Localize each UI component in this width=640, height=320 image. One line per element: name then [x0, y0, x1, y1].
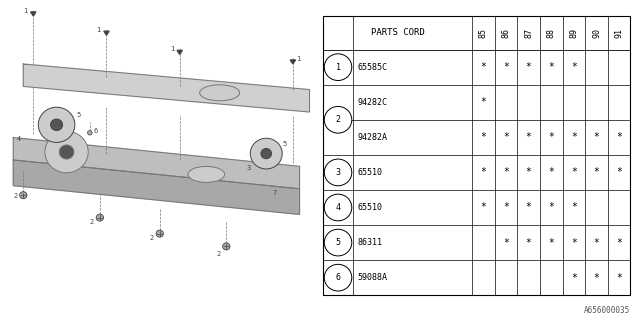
- Text: 2: 2: [150, 235, 154, 241]
- Circle shape: [324, 229, 352, 256]
- Text: 85: 85: [479, 28, 488, 37]
- Text: 1: 1: [170, 46, 174, 52]
- Text: *: *: [481, 203, 486, 212]
- Text: *: *: [481, 62, 486, 72]
- Text: *: *: [525, 203, 532, 212]
- Text: 86: 86: [502, 28, 511, 37]
- Polygon shape: [104, 31, 109, 35]
- Text: *: *: [571, 132, 577, 142]
- Text: *: *: [593, 273, 600, 283]
- Ellipse shape: [200, 85, 239, 101]
- Text: 6: 6: [335, 273, 340, 282]
- Text: *: *: [571, 203, 577, 212]
- Circle shape: [51, 119, 63, 131]
- Text: 5: 5: [283, 140, 287, 147]
- Circle shape: [88, 131, 92, 135]
- Text: 5: 5: [77, 112, 81, 118]
- Circle shape: [45, 131, 88, 173]
- Text: 2: 2: [335, 115, 340, 124]
- Text: *: *: [481, 132, 486, 142]
- Text: 4: 4: [17, 136, 21, 142]
- Polygon shape: [290, 60, 296, 64]
- Circle shape: [324, 194, 352, 221]
- Text: *: *: [548, 237, 554, 248]
- Circle shape: [324, 54, 352, 81]
- Text: 65510: 65510: [358, 168, 383, 177]
- Text: *: *: [616, 237, 622, 248]
- Text: 1: 1: [296, 56, 300, 62]
- Text: 86311: 86311: [358, 238, 383, 247]
- Text: *: *: [571, 273, 577, 283]
- Text: 5: 5: [335, 238, 340, 247]
- Text: A656000035: A656000035: [584, 306, 630, 315]
- Text: 59088A: 59088A: [358, 273, 388, 282]
- Text: *: *: [503, 167, 509, 177]
- Text: *: *: [616, 132, 622, 142]
- Text: *: *: [503, 203, 509, 212]
- Circle shape: [261, 148, 271, 159]
- Circle shape: [324, 159, 352, 186]
- Text: *: *: [503, 237, 509, 248]
- Text: *: *: [525, 167, 532, 177]
- Circle shape: [38, 107, 75, 142]
- Text: PARTS CORD: PARTS CORD: [371, 28, 424, 37]
- Circle shape: [156, 230, 163, 237]
- Text: *: *: [525, 132, 532, 142]
- Text: 91: 91: [614, 28, 623, 37]
- Text: 3: 3: [246, 164, 250, 171]
- Polygon shape: [13, 138, 300, 189]
- Text: 88: 88: [547, 28, 556, 37]
- Circle shape: [20, 192, 27, 199]
- Circle shape: [223, 243, 230, 250]
- Text: *: *: [525, 237, 532, 248]
- Text: 89: 89: [570, 28, 579, 37]
- Text: *: *: [593, 167, 600, 177]
- Text: *: *: [616, 167, 622, 177]
- Polygon shape: [13, 160, 300, 214]
- Text: *: *: [503, 132, 509, 142]
- Text: *: *: [503, 62, 509, 72]
- Text: *: *: [548, 167, 554, 177]
- Text: *: *: [571, 62, 577, 72]
- Text: 2: 2: [90, 219, 94, 225]
- Text: *: *: [481, 167, 486, 177]
- Text: 7: 7: [273, 190, 277, 196]
- Text: 6: 6: [93, 128, 97, 134]
- Text: *: *: [571, 167, 577, 177]
- Text: 94282C: 94282C: [358, 98, 388, 107]
- Text: 1: 1: [23, 8, 28, 14]
- Circle shape: [250, 138, 282, 169]
- Text: *: *: [525, 62, 532, 72]
- Text: 1: 1: [97, 27, 100, 33]
- Ellipse shape: [188, 166, 225, 182]
- Circle shape: [324, 264, 352, 291]
- Polygon shape: [31, 12, 36, 16]
- Text: *: *: [593, 237, 600, 248]
- Polygon shape: [177, 50, 182, 54]
- Circle shape: [96, 214, 104, 221]
- Text: 3: 3: [335, 168, 340, 177]
- Text: 4: 4: [335, 203, 340, 212]
- Text: *: *: [481, 97, 486, 107]
- Text: 90: 90: [592, 28, 601, 37]
- Text: 94282A: 94282A: [358, 133, 388, 142]
- Polygon shape: [23, 64, 310, 112]
- Text: 65510: 65510: [358, 203, 383, 212]
- Text: 2: 2: [216, 251, 221, 257]
- Text: *: *: [593, 132, 600, 142]
- Text: *: *: [571, 237, 577, 248]
- Text: 2: 2: [13, 193, 17, 199]
- Circle shape: [60, 145, 74, 159]
- Circle shape: [324, 107, 352, 133]
- Text: *: *: [548, 62, 554, 72]
- Text: 65585C: 65585C: [358, 63, 388, 72]
- Text: *: *: [548, 203, 554, 212]
- Text: *: *: [616, 273, 622, 283]
- Text: 87: 87: [524, 28, 533, 37]
- Text: 1: 1: [335, 63, 340, 72]
- Text: *: *: [548, 132, 554, 142]
